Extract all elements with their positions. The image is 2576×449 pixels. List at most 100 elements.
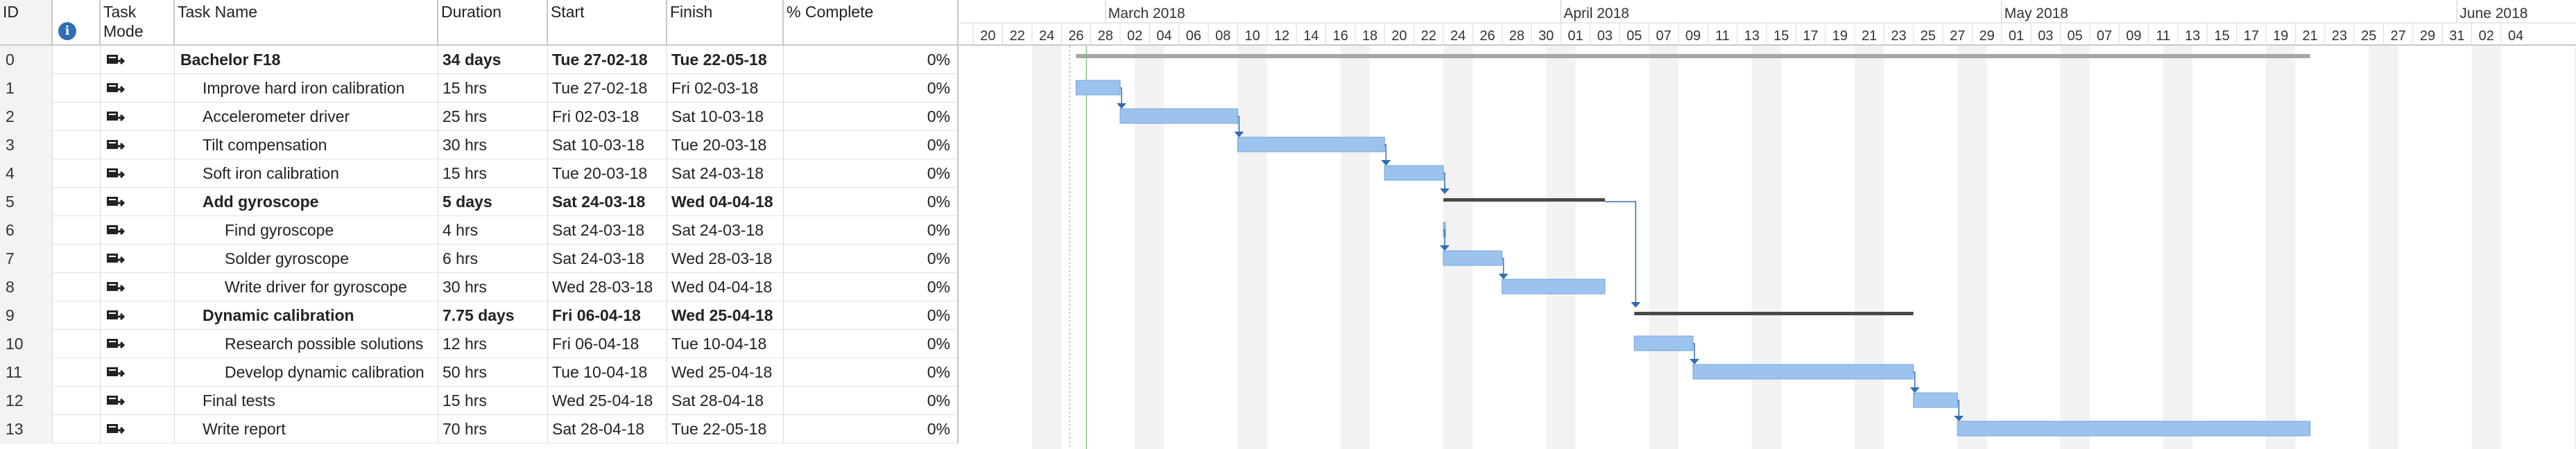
task-duration[interactable]: 6 hrs: [438, 245, 548, 273]
task-duration[interactable]: 15 hrs: [438, 74, 548, 103]
project-summary-bar[interactable]: [1076, 54, 2310, 58]
table-row[interactable]: 7 Solder gyroscope 6 hrs Sat 24-03-18 Wed 28…: [0, 245, 959, 273]
task-bar[interactable]: [1443, 250, 1503, 266]
task-start[interactable]: Tue 27-02-18: [548, 74, 667, 103]
task-start[interactable]: Fri 02-03-18: [548, 103, 667, 131]
task-id[interactable]: 11: [0, 358, 53, 387]
task-finish[interactable]: Tue 22-05-18: [667, 46, 784, 74]
task-name[interactable]: Accelerometer driver: [175, 103, 438, 131]
task-bar[interactable]: [1075, 80, 1121, 96]
task-finish[interactable]: Sat 24-03-18: [667, 159, 784, 188]
task-percent-complete[interactable]: 0%: [784, 103, 959, 131]
task-id[interactable]: 5: [0, 188, 53, 216]
task-duration[interactable]: 30 hrs: [438, 131, 548, 159]
task-name[interactable]: Final tests: [175, 387, 438, 415]
task-id[interactable]: 12: [0, 387, 53, 415]
column-header-id[interactable]: ID: [0, 0, 53, 46]
task-name[interactable]: Tilt compensation: [175, 131, 438, 159]
task-start[interactable]: Tue 27-02-18: [548, 46, 667, 74]
task-bar[interactable]: [1692, 364, 1914, 380]
table-row[interactable]: 8 Write driver for gyroscope 30 hrs Wed 28-…: [0, 273, 959, 301]
task-start[interactable]: Fri 06-04-18: [548, 301, 667, 330]
task-finish[interactable]: Wed 04-04-18: [667, 188, 784, 216]
task-duration[interactable]: 50 hrs: [438, 358, 548, 387]
task-finish[interactable]: Tue 22-05-18: [667, 415, 784, 443]
task-percent-complete[interactable]: 0%: [784, 46, 959, 74]
table-row[interactable]: 5 Add gyroscope 5 days Sat 24-03-18 Wed 04-0…: [0, 188, 959, 216]
task-name[interactable]: Research possible solutions: [175, 330, 438, 358]
table-row[interactable]: 4 Soft iron calibration 15 hrs Tue 20-03-18…: [0, 159, 959, 188]
task-finish[interactable]: Wed 25-04-18: [667, 358, 784, 387]
task-duration[interactable]: 70 hrs: [438, 415, 548, 443]
task-start[interactable]: Wed 28-03-18: [548, 273, 667, 301]
task-start[interactable]: Sat 10-03-18: [548, 131, 667, 159]
table-row[interactable]: 10 Research possible solutions 12 hrs Fri 0…: [0, 330, 959, 358]
task-duration[interactable]: 7.75 days: [438, 301, 548, 330]
task-duration[interactable]: 4 hrs: [438, 216, 548, 245]
task-name[interactable]: Write report: [175, 415, 438, 443]
task-mode-cell[interactable]: [101, 159, 175, 188]
task-percent-complete[interactable]: 0%: [784, 415, 959, 443]
task-finish[interactable]: Sat 10-03-18: [667, 103, 784, 131]
summary-bar[interactable]: [1634, 312, 1914, 315]
task-name[interactable]: Bachelor F18: [175, 46, 438, 74]
task-mode-cell[interactable]: [101, 216, 175, 245]
table-row[interactable]: 3 Tilt compensation 30 hrs Sat 10-03-18 Tue …: [0, 131, 959, 159]
task-finish[interactable]: Sat 28-04-18: [667, 387, 784, 415]
task-id[interactable]: 9: [0, 301, 53, 330]
gantt-chart[interactable]: March 2018 April 2018 May 2018 June 2018 20 2…: [959, 0, 2576, 449]
task-name[interactable]: Soft iron calibration: [175, 159, 438, 188]
task-mode-cell[interactable]: [101, 301, 175, 330]
task-percent-complete[interactable]: 0%: [784, 74, 959, 103]
task-id[interactable]: 10: [0, 330, 53, 358]
task-duration[interactable]: 30 hrs: [438, 273, 548, 301]
task-duration[interactable]: 15 hrs: [438, 159, 548, 188]
column-header-indicators[interactable]: i: [53, 0, 101, 46]
task-mode-cell[interactable]: [101, 74, 175, 103]
task-finish[interactable]: Tue 10-04-18: [667, 330, 784, 358]
task-finish[interactable]: Tue 20-03-18: [667, 131, 784, 159]
task-percent-complete[interactable]: 0%: [784, 387, 959, 415]
task-start[interactable]: Tue 10-04-18: [548, 358, 667, 387]
task-start[interactable]: Sat 28-04-18: [548, 415, 667, 443]
column-header-duration[interactable]: Duration: [438, 0, 548, 46]
task-percent-complete[interactable]: 0%: [784, 330, 959, 358]
column-header-start[interactable]: Start: [548, 0, 667, 46]
task-finish[interactable]: Wed 28-03-18: [667, 245, 784, 273]
column-header-task-mode[interactable]: Task Mode: [101, 0, 175, 46]
table-row[interactable]: 6 Find gyroscope 4 hrs Sat 24-03-18 Sat 24-0…: [0, 216, 959, 245]
task-finish[interactable]: Wed 25-04-18: [667, 301, 784, 330]
task-id[interactable]: 2: [0, 103, 53, 131]
task-name[interactable]: Develop dynamic calibration: [175, 358, 438, 387]
task-mode-cell[interactable]: [101, 358, 175, 387]
task-bar[interactable]: [1633, 335, 1694, 351]
task-start[interactable]: Wed 25-04-18: [548, 387, 667, 415]
task-name[interactable]: Solder gyroscope: [175, 245, 438, 273]
task-finish[interactable]: Wed 04-04-18: [667, 273, 784, 301]
task-bar[interactable]: [1913, 392, 1958, 408]
task-mode-cell[interactable]: [101, 273, 175, 301]
table-row[interactable]: 1 Improve hard iron calibration 15 hrs Tue …: [0, 74, 959, 103]
task-id[interactable]: 8: [0, 273, 53, 301]
task-id[interactable]: 7: [0, 245, 53, 273]
task-bar[interactable]: [1957, 421, 2311, 437]
task-start[interactable]: Fri 06-04-18: [548, 330, 667, 358]
task-id[interactable]: 13: [0, 415, 53, 443]
task-id[interactable]: 3: [0, 131, 53, 159]
task-percent-complete[interactable]: 0%: [784, 131, 959, 159]
task-percent-complete[interactable]: 0%: [784, 159, 959, 188]
task-id[interactable]: 6: [0, 216, 53, 245]
task-percent-complete[interactable]: 0%: [784, 188, 959, 216]
task-start[interactable]: Tue 20-03-18: [548, 159, 667, 188]
task-mode-cell[interactable]: [101, 131, 175, 159]
task-name[interactable]: Add gyroscope: [175, 188, 438, 216]
task-name[interactable]: Improve hard iron calibration: [175, 74, 438, 103]
task-duration[interactable]: 12 hrs: [438, 330, 548, 358]
task-mode-cell[interactable]: [101, 103, 175, 131]
table-row[interactable]: 2 Accelerometer driver 25 hrs Fri 02-03-18 S…: [0, 103, 959, 131]
column-header-task-name[interactable]: Task Name: [175, 0, 438, 46]
column-header-finish[interactable]: Finish: [667, 0, 784, 46]
task-start[interactable]: Sat 24-03-18: [548, 188, 667, 216]
task-name[interactable]: Write driver for gyroscope: [175, 273, 438, 301]
task-duration[interactable]: 15 hrs: [438, 387, 548, 415]
